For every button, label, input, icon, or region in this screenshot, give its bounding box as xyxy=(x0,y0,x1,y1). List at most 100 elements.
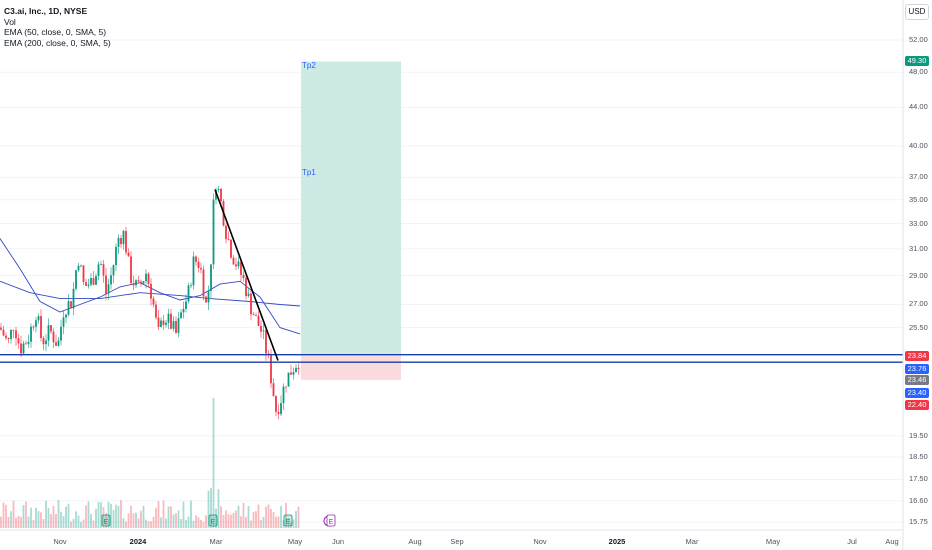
volume-bar xyxy=(132,513,135,528)
earnings-marker-label: E xyxy=(286,519,291,526)
horizontal-lines[interactable] xyxy=(0,354,903,363)
candle-body xyxy=(92,278,95,285)
price-tick-label: 17.50 xyxy=(909,474,928,484)
candle-body xyxy=(12,330,15,331)
candle-body xyxy=(182,308,185,313)
candle-body xyxy=(270,355,272,384)
price-tick-label: 40.00 xyxy=(909,140,928,150)
candle-body xyxy=(62,317,65,327)
candle-body xyxy=(35,320,37,327)
event-markers[interactable]: EEE⚡E xyxy=(101,514,336,527)
volume-bar xyxy=(295,511,297,528)
candle-body xyxy=(80,265,82,267)
volume-bar xyxy=(72,518,75,528)
symbol-title[interactable]: C3.ai, Inc., 1D, NYSE xyxy=(4,6,88,16)
earnings-marker xyxy=(283,514,293,527)
candle-body xyxy=(45,340,47,345)
candle-body xyxy=(82,265,85,282)
volume-bar xyxy=(272,512,275,528)
price-tick-label: 37.00 xyxy=(909,172,928,182)
candle-body xyxy=(17,338,20,344)
volume-bar xyxy=(95,508,97,528)
volume-bar xyxy=(270,509,272,528)
candle-body xyxy=(0,327,2,330)
volume-bar xyxy=(27,516,30,528)
volume-bar xyxy=(202,521,205,528)
candle-body xyxy=(165,322,167,325)
price-tick-label: 16.60 xyxy=(909,495,928,505)
position-loss-zone[interactable] xyxy=(301,356,401,380)
currency-button[interactable]: USD xyxy=(905,4,929,20)
volume-bar xyxy=(10,511,12,528)
volume-bar xyxy=(75,511,77,528)
candle-body xyxy=(125,230,127,253)
price-tick-label: 27.00 xyxy=(909,299,928,309)
volume-bar xyxy=(65,506,67,528)
volume-bar xyxy=(170,506,172,528)
volume-bar xyxy=(225,510,227,528)
volume-bar xyxy=(92,520,95,528)
price-tag: 23.84 xyxy=(905,351,929,361)
position-profit-zone[interactable] xyxy=(301,61,401,357)
earnings-marker xyxy=(326,514,336,527)
candle-body xyxy=(250,293,252,315)
trendline[interactable] xyxy=(214,189,279,361)
tp2-label[interactable]: Tp2 xyxy=(302,61,316,70)
candle-body xyxy=(282,386,285,404)
volume-bar xyxy=(87,501,90,528)
candle-body xyxy=(257,315,260,326)
volume-bar xyxy=(227,514,230,528)
volume-bar xyxy=(142,505,145,528)
candle-body xyxy=(275,395,277,412)
candle-body xyxy=(157,317,160,327)
candle-body xyxy=(195,256,197,262)
candle-body xyxy=(200,268,202,270)
earnings-marker-label: E xyxy=(329,519,334,526)
earnings-marker xyxy=(101,514,111,527)
tp1-label[interactable]: Tp1 xyxy=(302,168,316,177)
price-tick-label: 35.00 xyxy=(909,194,928,204)
candle-body xyxy=(292,372,295,375)
volume-bar xyxy=(235,510,237,528)
volume-bar xyxy=(40,512,42,528)
candle-body xyxy=(7,337,10,340)
volume-bar xyxy=(230,514,232,528)
price-tick-label: 29.00 xyxy=(909,270,928,280)
candle-body xyxy=(202,269,205,297)
volume-bar xyxy=(157,501,160,528)
candle-body xyxy=(247,293,250,297)
candle-body xyxy=(40,316,42,339)
volume-bar xyxy=(285,502,287,528)
candle-body xyxy=(100,264,102,265)
volume-bar xyxy=(7,516,10,528)
candle-body xyxy=(77,265,80,271)
volume-bar xyxy=(242,502,245,528)
volume-bar xyxy=(22,504,25,528)
volume-legend[interactable]: Vol xyxy=(4,16,16,27)
volume-bar xyxy=(12,500,15,528)
price-tick-label: 33.00 xyxy=(909,218,928,228)
volume-bar xyxy=(262,516,265,528)
ema50-legend[interactable]: EMA (50, close, 0, SMA, 5) xyxy=(4,27,107,37)
volume-bar xyxy=(200,519,202,528)
time-tick-label: Jun xyxy=(331,537,345,546)
volume-bar xyxy=(15,517,17,528)
volume-bars xyxy=(0,398,300,528)
candle-body xyxy=(75,270,77,289)
volume-bar xyxy=(77,515,80,528)
candle-body xyxy=(30,326,32,342)
volume-bar xyxy=(150,521,152,528)
candle-body xyxy=(52,331,55,343)
candle-body xyxy=(232,257,235,265)
candle-body xyxy=(237,261,240,267)
volume-bar xyxy=(145,519,147,528)
candlesticks[interactable] xyxy=(0,185,300,420)
volume-bar xyxy=(197,517,200,528)
volume-bar xyxy=(52,505,55,528)
ema200-legend[interactable]: EMA (200, close, 0, SMA, 5) xyxy=(4,37,111,48)
candle-body xyxy=(90,278,92,285)
candle-body xyxy=(57,340,60,346)
candle-body xyxy=(187,285,190,302)
volume-bar xyxy=(250,520,252,528)
